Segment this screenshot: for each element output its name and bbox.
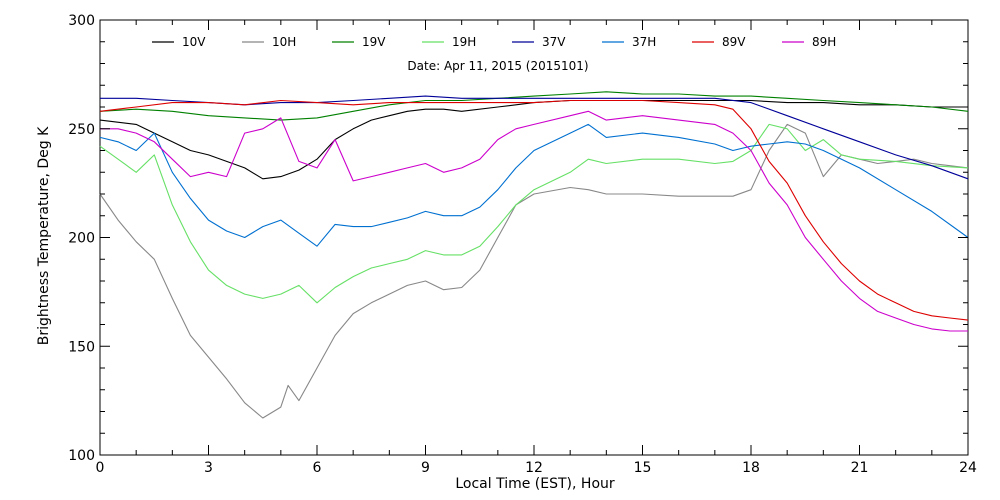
x-tick-label: 18 [742, 460, 760, 476]
legend-label-89v: 89V [722, 35, 746, 49]
y-tick-label: 200 [68, 231, 95, 247]
x-tick-label: 0 [96, 460, 105, 476]
legend-label-19h: 19H [452, 35, 476, 49]
series-line-10h [99, 123, 969, 419]
legend-label-89h: 89H [812, 35, 836, 49]
x-axis: 0 3 6 9 12 15 18 21 24 [96, 20, 977, 476]
y-axis: 100 150 200 250 300 [68, 13, 968, 464]
series-lines [99, 91, 969, 419]
series-line-19v [99, 91, 969, 121]
series-line-37h [99, 123, 969, 247]
legend-label-37v: 37V [542, 35, 566, 49]
plot-area [99, 19, 969, 456]
x-axis-label: Local Time (EST), Hour [455, 476, 615, 492]
x-tick-label: 6 [313, 460, 322, 476]
y-axis-label: Brightness Temperature, Deg K [36, 126, 52, 345]
y-tick-label: 100 [68, 448, 95, 464]
series-line-89v [99, 99, 969, 321]
legend-label-37h: 37H [632, 35, 656, 49]
x-tick-label: 9 [421, 460, 430, 476]
legend: 10V 10H 19V 19H 37V 37H 89V 89H [152, 35, 836, 49]
series-line-89h [100, 110, 968, 332]
plot-frame [99, 19, 969, 456]
x-tick-label: 24 [959, 460, 977, 476]
x-tick-label: 21 [851, 460, 869, 476]
legend-label-10v: 10V [182, 35, 206, 49]
x-tick-label: 15 [634, 460, 652, 476]
series-line-19h [99, 123, 969, 304]
chart-title: Date: Apr 11, 2015 (2015101) [407, 59, 588, 73]
series-line-37v [100, 95, 969, 180]
legend-label-10h: 10H [272, 35, 296, 49]
x-tick-label: 12 [525, 460, 543, 476]
series-line-10v [99, 99, 968, 180]
y-tick-label: 150 [68, 339, 95, 355]
legend-label-19v: 19V [362, 35, 386, 49]
y-tick-label: 250 [68, 122, 95, 138]
y-tick-label: 300 [68, 13, 95, 29]
x-tick-label: 3 [204, 460, 213, 476]
